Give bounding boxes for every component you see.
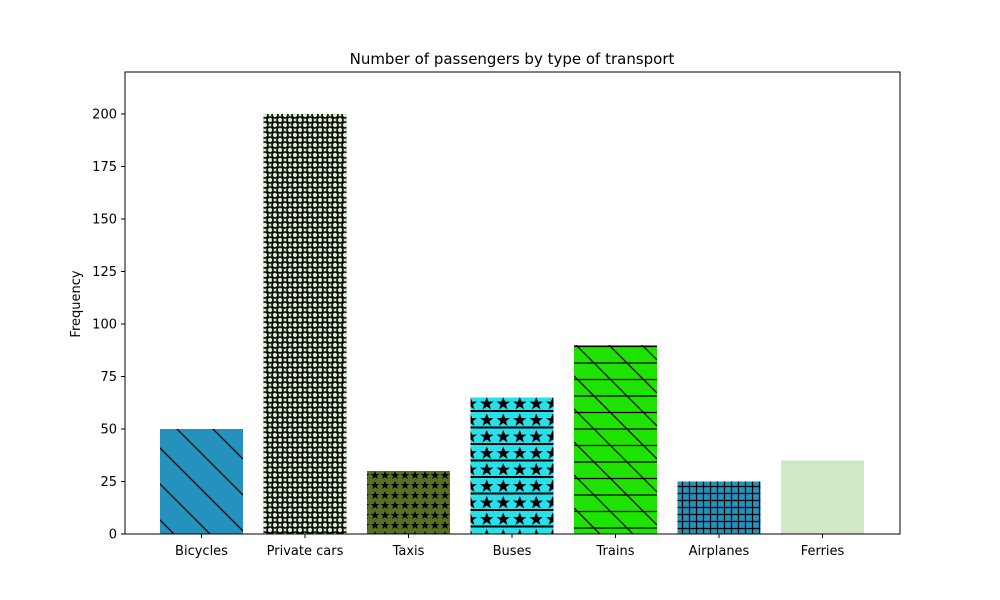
x-tick-label-taxis: Taxis — [392, 544, 425, 559]
y-tick-label-175: 175 — [92, 160, 117, 175]
y-tick-label-200: 200 — [92, 108, 117, 123]
y-tick-label-75: 75 — [100, 370, 117, 385]
x-tick-label-buses: Buses — [493, 544, 532, 559]
x-tick-label-private-cars: Private cars — [267, 544, 344, 559]
plot-frame — [124, 71, 901, 535]
y-tick-label-125: 125 — [92, 265, 117, 280]
x-tick-label-ferries: Ferries — [801, 544, 845, 559]
bar-hatch-private-cars — [263, 114, 347, 534]
y-tick-label-150: 150 — [92, 213, 117, 228]
chart-title: Number of passengers by type of transpor… — [350, 50, 675, 68]
y-axis-label: Frequency — [69, 270, 84, 337]
y-tick-label-50: 50 — [100, 423, 117, 438]
bar-hatch-trains — [574, 345, 657, 534]
bar-hatch-taxis — [367, 471, 450, 534]
bar-hatch-buses — [470, 397, 554, 534]
x-tick-label-airplanes: Airplanes — [689, 544, 750, 559]
y-ticks-group: 0 25 50 75 100 125 150 175 200 — [92, 108, 125, 543]
y-tick-label-0: 0 — [109, 528, 117, 543]
y-tick-label-100: 100 — [92, 318, 117, 333]
bar-ferries — [781, 460, 864, 534]
x-ticks-group: Bicycles Private cars Taxis Buses Trains Airp… — [175, 534, 845, 559]
bars-group — [160, 114, 864, 534]
bar-hatch-airplanes — [677, 481, 761, 534]
bar-hatch-bicycles — [160, 429, 243, 534]
x-tick-label-trains: Trains — [596, 544, 635, 559]
y-tick-label-25: 25 — [100, 475, 117, 490]
x-tick-label-bicycles: Bicycles — [175, 544, 228, 559]
